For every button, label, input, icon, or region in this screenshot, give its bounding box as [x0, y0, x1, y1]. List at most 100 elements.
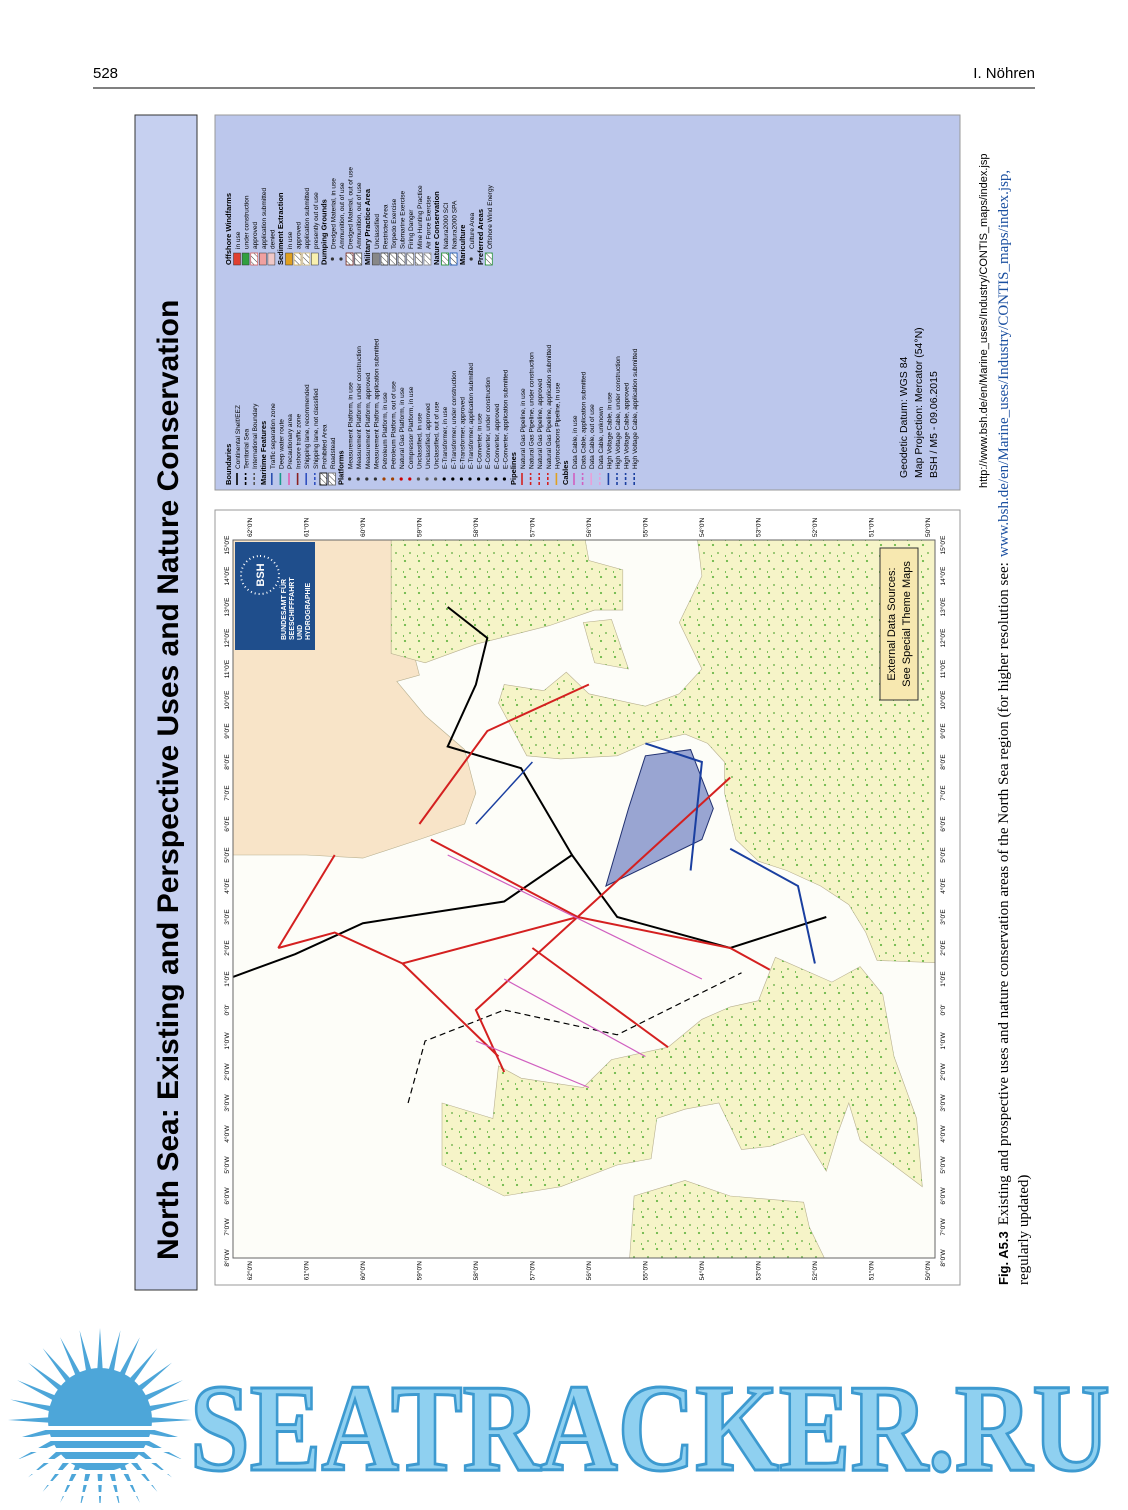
- lon-label: 1°0'W: [939, 1032, 947, 1050]
- sun-stripe: [0, 1426, 200, 1430]
- lon-label: 8°0'W: [223, 1249, 231, 1267]
- legend-item: approved: [252, 222, 259, 249]
- lon-label: 7°0'W: [939, 1218, 947, 1236]
- legend-symbol: [372, 252, 380, 266]
- legend-symbol: [414, 252, 423, 266]
- legend-symbol: [416, 477, 420, 481]
- sun-ray: [127, 1348, 158, 1385]
- legend-heading: Offshore Windfarms: [224, 193, 233, 265]
- legend-item: presently out of use: [313, 192, 320, 249]
- vegetation: [391, 540, 623, 663]
- caption-end: regularly updated): [1016, 1175, 1032, 1285]
- lat-label: 61°0'N: [302, 517, 310, 537]
- legend-item: Ammunition, out of use: [339, 182, 346, 249]
- sun-ray: [147, 1417, 192, 1423]
- legend-symbol: [302, 252, 311, 266]
- caption-link[interactable]: www.bsh.de/en/Marine_uses/Industry/CONTI…: [996, 170, 1012, 557]
- legend-symbol: [451, 477, 455, 481]
- legend-symbol: [502, 477, 506, 481]
- lat-label: 50°0'N: [924, 1261, 932, 1281]
- legend-item: E-Transformer, under construction: [451, 370, 458, 469]
- legend-symbol: [356, 477, 360, 481]
- legend-heading: Pipelines: [509, 452, 518, 485]
- legend-item: International Boundary: [252, 403, 259, 469]
- lon-label: 0°0': [223, 1004, 231, 1015]
- lon-label: 14°0'E: [939, 566, 947, 586]
- legend-heading: Cables: [561, 460, 570, 485]
- sun-icon: [0, 1328, 200, 1510]
- lat-label: 55°0'N: [641, 1261, 649, 1281]
- lat-label: 56°0'N: [585, 1261, 593, 1281]
- lon-label: 14°0'E: [223, 566, 231, 586]
- legend-item: Data Cable, out of use: [589, 404, 596, 469]
- lon-label: 6°0'E: [223, 816, 231, 832]
- legend-item: Torpedo Exercise: [391, 198, 398, 249]
- legend-symbol: [408, 477, 412, 481]
- legend-symbol: [380, 252, 389, 266]
- lat-label: 58°0'N: [472, 1261, 480, 1281]
- legend-footer: BSH / M5 - 09.06.2015: [928, 371, 940, 478]
- lon-label: 2°0'E: [223, 940, 231, 956]
- lat-label: 53°0'N: [754, 1261, 762, 1281]
- page-number: 528: [93, 65, 118, 82]
- lat-label: 57°0'N: [528, 1261, 536, 1281]
- legend-symbol: [391, 477, 395, 481]
- german-bight-area: [605, 749, 714, 887]
- legend-footer: Geodetic Datum: WGS 84: [898, 356, 910, 478]
- legend-item: E-Converter, approved: [494, 403, 501, 469]
- watermark: SEATRACKER.RU: [0, 1328, 1112, 1510]
- legend-item: under construction: [244, 195, 251, 249]
- legend-symbol: [365, 477, 369, 481]
- map-line: [475, 1040, 590, 1089]
- legend-item: High Voltage Cable, approved: [624, 382, 631, 469]
- lon-label: 2°0'W: [223, 1063, 231, 1081]
- lon-label: 3°0'W: [223, 1094, 231, 1112]
- legend-heading: Military Practice Area: [363, 188, 372, 265]
- legend-item: Natural Gas Platform, in use: [399, 387, 406, 469]
- sun-ray: [8, 1417, 53, 1423]
- legend-item: Offshore Wind Energy: [487, 184, 494, 249]
- map-title: North Sea: Existing and Perspective Uses…: [152, 300, 185, 1260]
- lon-label: 1°0'E: [223, 971, 231, 987]
- legend-symbol: [425, 477, 429, 481]
- legend-symbol: [330, 257, 334, 261]
- data-sources-box: [879, 547, 919, 701]
- rotated-figure: North Sea: Existing and Perspective Uses…: [134, 114, 1032, 1291]
- sun-ray: [135, 1362, 172, 1393]
- legend-symbol: [293, 252, 302, 266]
- legend-heading: Maritime Features: [259, 421, 268, 485]
- map-line: [503, 978, 646, 1058]
- sun-ray: [10, 1399, 54, 1413]
- lon-label: 5°0'E: [939, 847, 947, 863]
- legend-item: Data Cable, in use: [572, 415, 579, 469]
- map-line: [475, 761, 533, 825]
- legend-heading: Boundaries: [224, 444, 233, 485]
- legend-item: Continental Shelf/EEZ: [235, 405, 242, 469]
- vegetation: [628, 1180, 832, 1258]
- lat-label: 51°0'N: [867, 1261, 875, 1281]
- lon-label: 6°0'W: [939, 1187, 947, 1205]
- legend-symbol: [345, 252, 354, 266]
- lon-label: 2°0'W: [939, 1063, 947, 1081]
- sun-ray: [17, 1380, 59, 1402]
- legend-symbol: [250, 252, 259, 266]
- legend-item: Data Cable, unknown: [598, 406, 605, 469]
- legend-item: Culture Area: [469, 212, 476, 249]
- lat-label: 54°0'N: [698, 1261, 706, 1281]
- lon-label: 5°0'W: [223, 1156, 231, 1174]
- sun-ray: [28, 1362, 65, 1393]
- legend-symbol: [259, 252, 267, 266]
- data-sources-text: External Data Sources:: [886, 567, 898, 680]
- lon-label: 6°0'E: [939, 816, 947, 832]
- legend-item: Measurement Platform, approved: [365, 372, 372, 469]
- map-line: [418, 683, 590, 825]
- lon-label: 11°0'E: [223, 659, 231, 678]
- sun-stripe: [0, 1459, 200, 1463]
- lon-label: 13°0'E: [223, 597, 231, 617]
- sun-ray: [79, 1466, 93, 1510]
- legend-item: Natura2000 SCI: [443, 202, 450, 249]
- legend-symbol: [468, 477, 472, 481]
- legend-item: E-Converter, under construction: [485, 377, 492, 469]
- lon-label: 12°0'E: [939, 628, 947, 648]
- legend-item: Ammunition, out of use: [356, 182, 363, 249]
